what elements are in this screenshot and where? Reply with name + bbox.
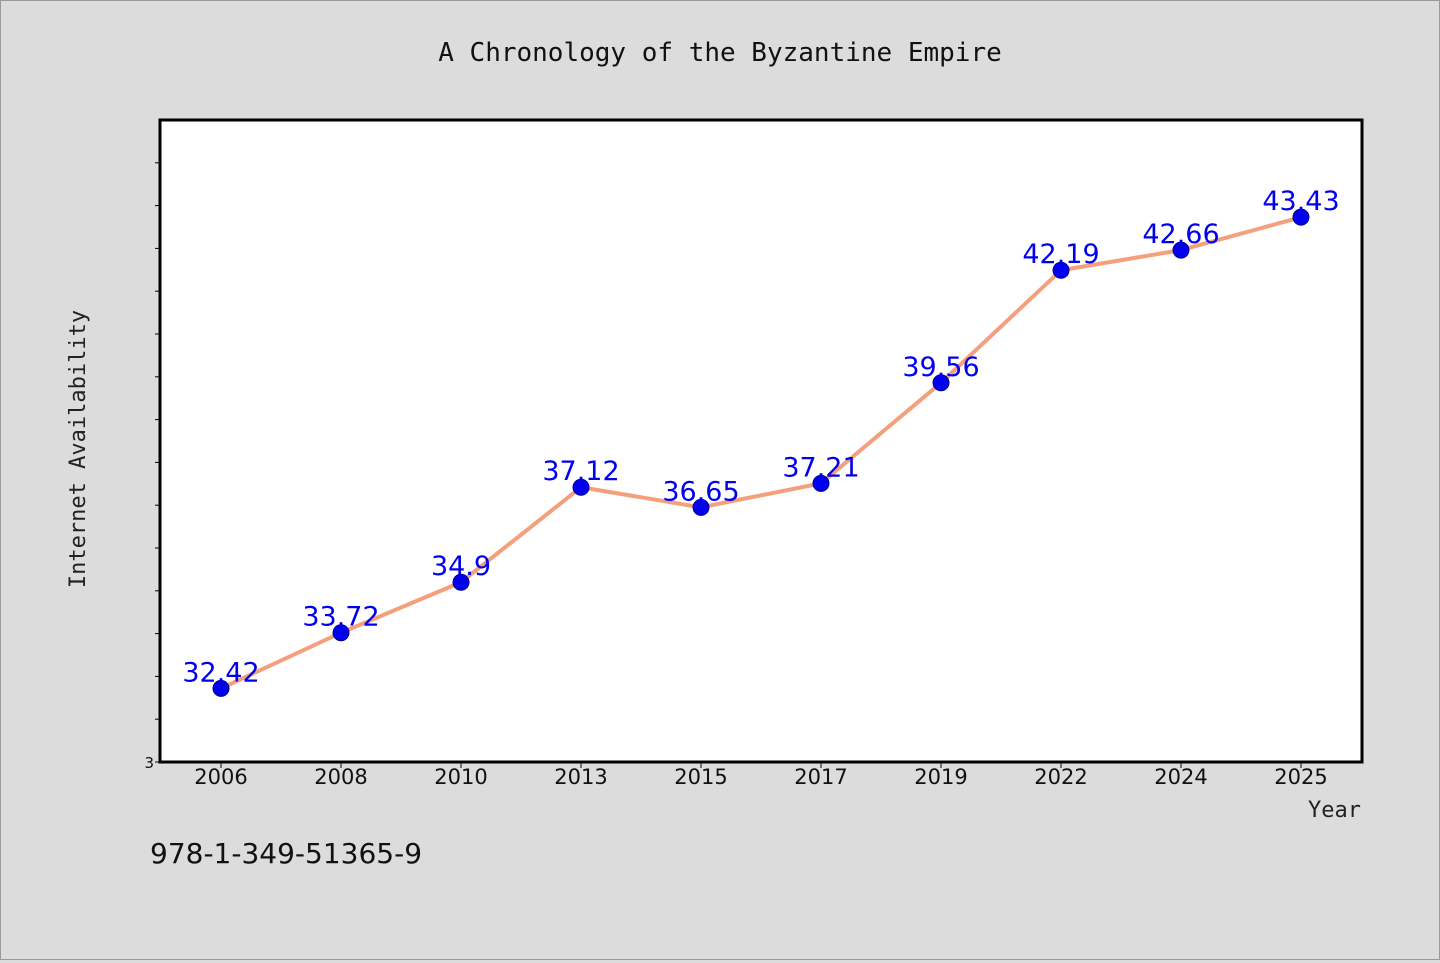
x-tick-label: 2025 [1274, 765, 1327, 789]
x-tick-label: 2019 [914, 765, 967, 789]
x-tick-label: 2006 [194, 765, 247, 789]
data-point [1172, 241, 1190, 259]
data-point [1292, 208, 1310, 226]
data-point [1052, 261, 1070, 279]
data-label: 36.65 [662, 476, 739, 507]
data-label: 42.66 [1142, 219, 1219, 250]
data-point [572, 478, 590, 496]
data-point [812, 474, 830, 492]
plot-area [158, 118, 1364, 764]
data-label: 39.56 [902, 352, 979, 383]
data-point [692, 498, 710, 516]
data-label: 37.21 [782, 452, 859, 483]
x-tick-label: 2008 [314, 765, 367, 789]
data-point [932, 374, 950, 392]
x-tick-label: 2015 [674, 765, 727, 789]
x-tick-label: 2017 [794, 765, 847, 789]
y-tick-label: 3 [144, 754, 154, 772]
x-axis-ticks [220, 762, 1302, 768]
y-axis-label: Internet Availability [66, 310, 91, 588]
x-tick-label: 2010 [434, 765, 487, 789]
chart-title: A Chronology of the Byzantine Empire [438, 38, 1002, 68]
x-axis-tick-labels: 2006 2008 2010 2013 2015 2017 2019 2022 2024 2025 [194, 765, 1327, 789]
data-label: 33.72 [302, 602, 379, 633]
x-tick-label: 2024 [1154, 765, 1207, 789]
series-group [220, 215, 1302, 691]
footer-code: 978-1-349-51365-9 [150, 837, 422, 870]
data-label: 34.9 [431, 551, 491, 582]
point-group [212, 208, 1310, 697]
x-tick-label: 2022 [1034, 765, 1087, 789]
series-line [220, 215, 1302, 691]
y-axis-ticks [155, 162, 160, 763]
data-label: 42.19 [1022, 239, 1099, 270]
data-point [452, 573, 470, 591]
data-label: 32.42 [182, 657, 259, 688]
x-tick-label: 2013 [554, 765, 607, 789]
data-label: 37.12 [542, 456, 619, 487]
data-label: 43.43 [1262, 186, 1339, 217]
data-point [212, 679, 230, 697]
data-point [332, 624, 350, 642]
data-label-group: 32.42 33.72 34.9 37.12 36.65 37.21 39.56 42.19 4… [182, 186, 1339, 688]
x-axis-label: Year [1308, 798, 1361, 823]
